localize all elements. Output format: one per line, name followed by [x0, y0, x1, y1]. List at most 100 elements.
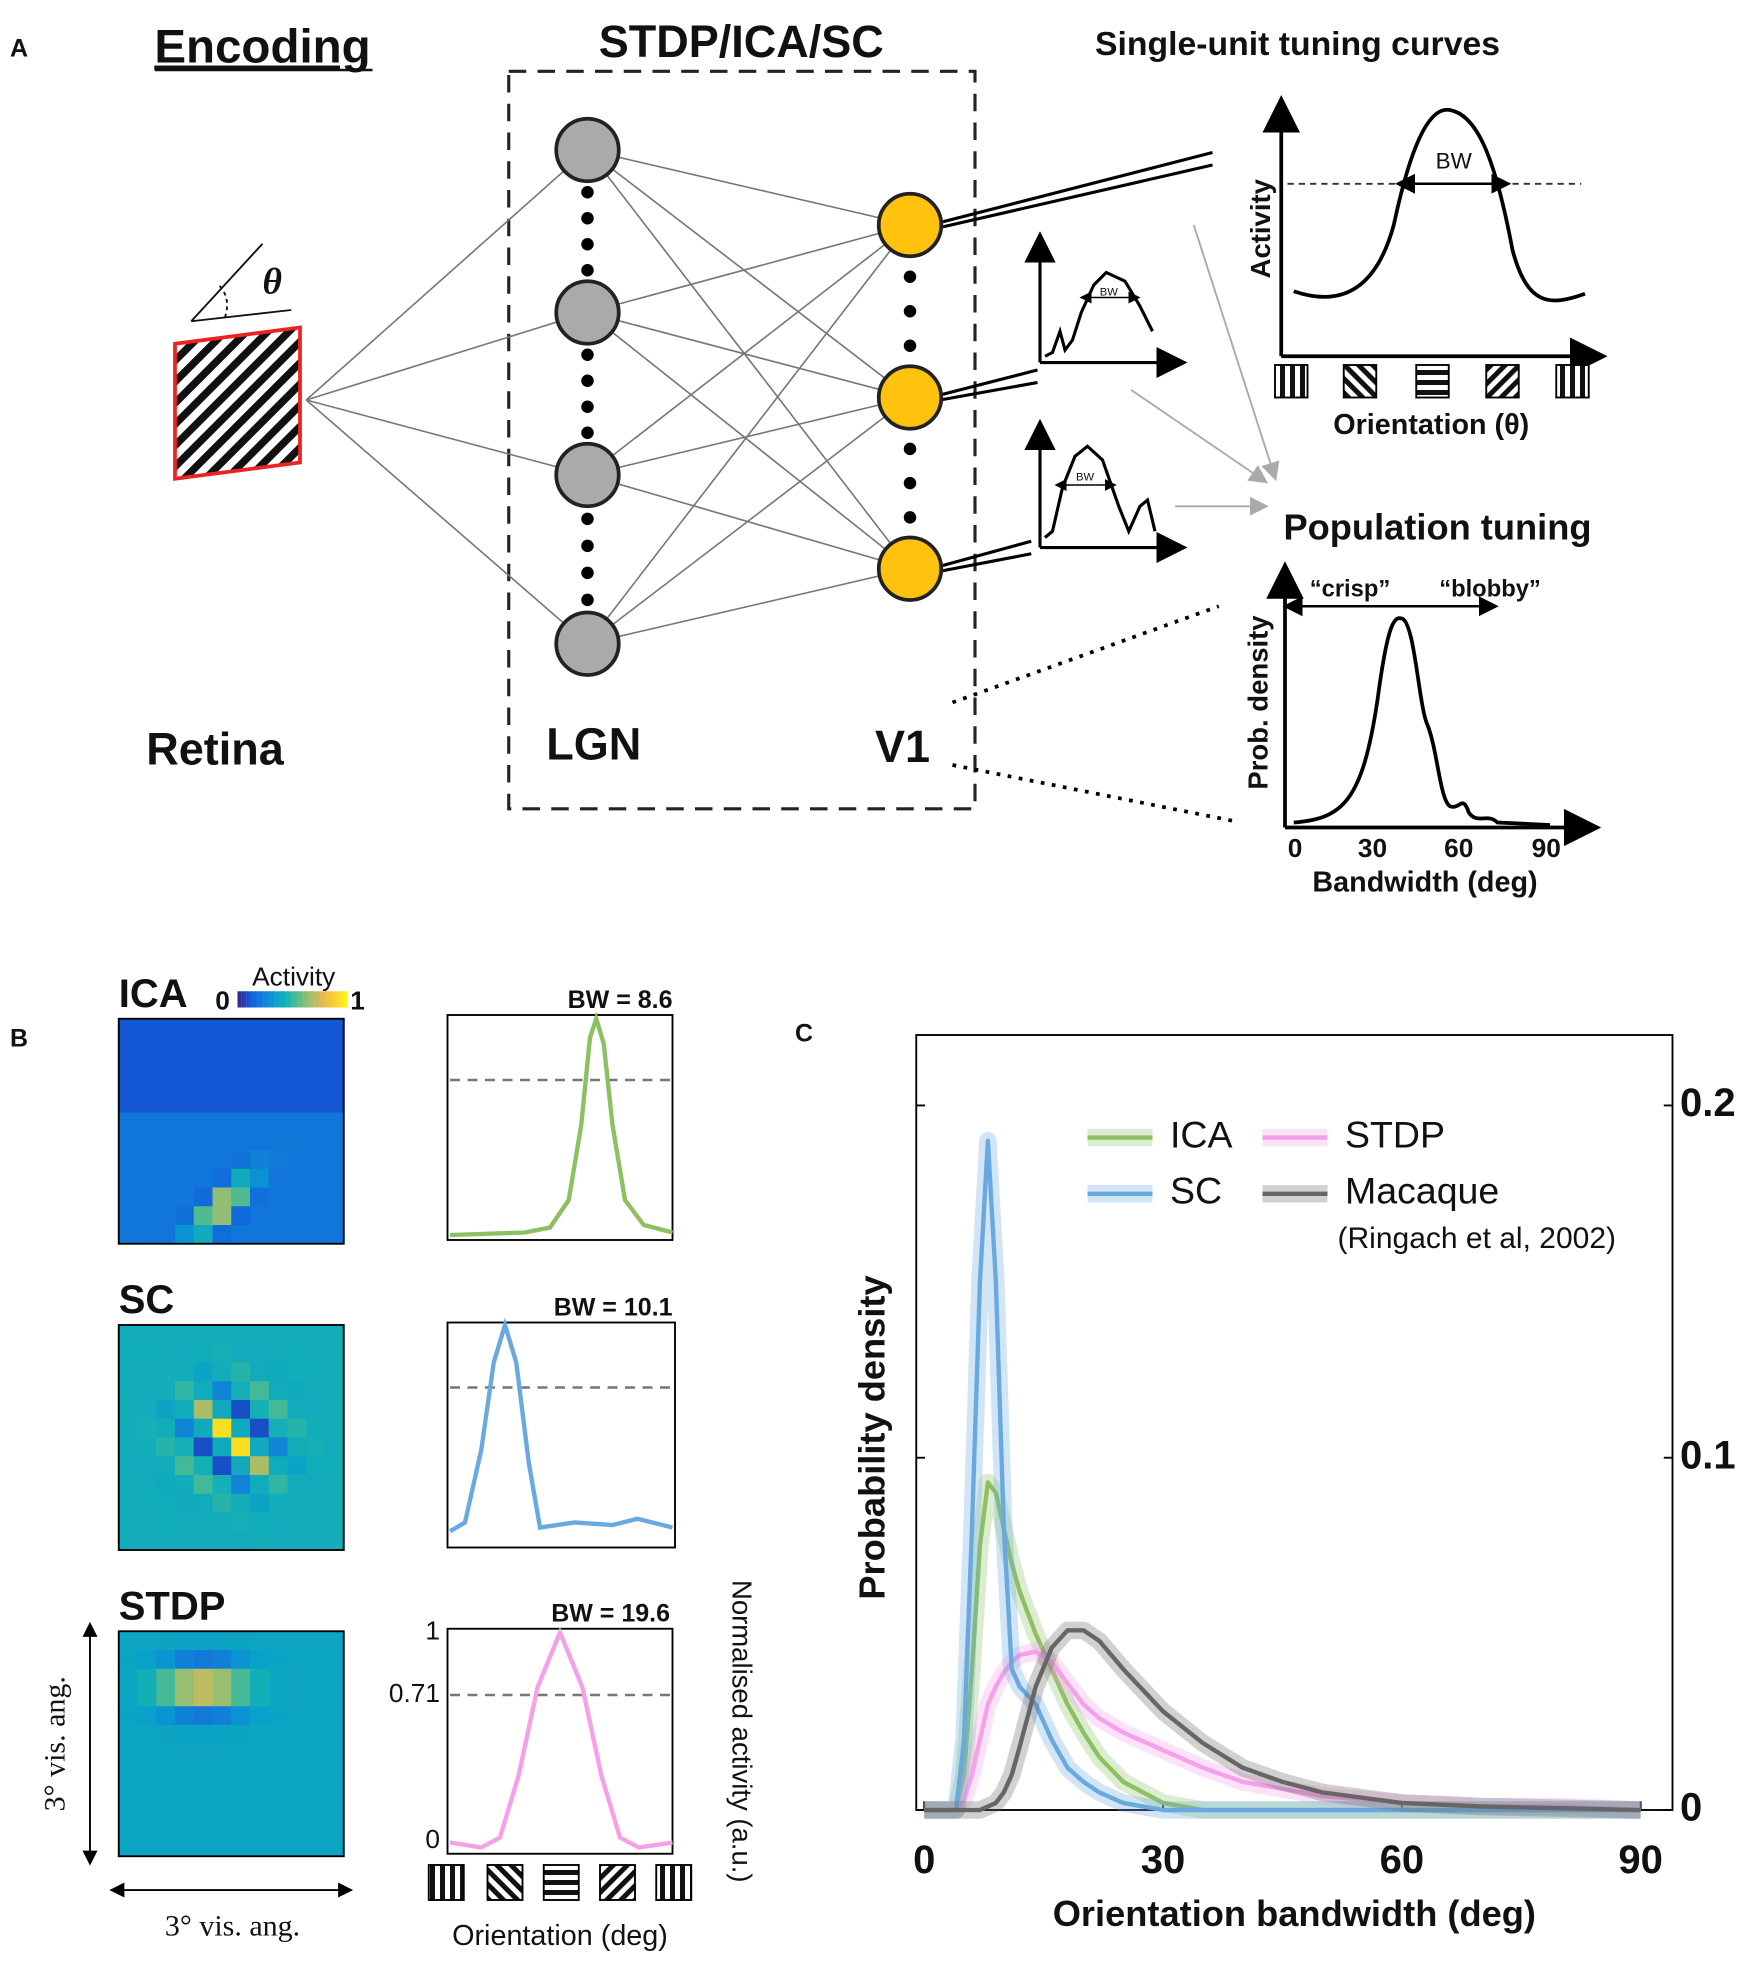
heatmap-cell — [306, 1018, 326, 1038]
heatmap-cell — [268, 1206, 288, 1226]
heatmap-cell — [250, 1093, 270, 1113]
heatmap-frame — [117, 1630, 345, 1858]
arrow — [1130, 389, 1269, 484]
colorbar-cell — [340, 991, 343, 1008]
heatmap-cell — [212, 1381, 232, 1401]
heatmap-cell — [137, 1075, 157, 1095]
heatmap-cell — [212, 1781, 232, 1801]
heatmap-cell — [175, 1381, 195, 1401]
heatmap-cell — [156, 1131, 176, 1151]
heatmap-cell — [250, 1493, 270, 1513]
tuning-curve — [448, 1317, 674, 1534]
colorbar-cell — [274, 991, 277, 1008]
heatmap-cell — [250, 1456, 270, 1476]
heatmap-cell — [306, 1762, 326, 1782]
colorbar-cell — [250, 991, 253, 1008]
heatmap-cell — [231, 1800, 251, 1820]
heatmap-cell — [231, 1325, 251, 1345]
heatmap-cell — [193, 1381, 213, 1401]
electrode — [939, 368, 1038, 397]
heatmap-cell — [306, 1687, 326, 1707]
heatmap-cell — [268, 1706, 288, 1726]
heatmap-cell — [137, 1706, 157, 1726]
stimulus — [173, 325, 302, 481]
colorbar-cell — [248, 991, 251, 1008]
heatmap-cell — [156, 1631, 176, 1651]
connection — [587, 396, 911, 645]
heatmap-cell — [212, 1131, 232, 1151]
heatmap-cell — [193, 1325, 213, 1345]
heatmap-cell — [156, 1493, 176, 1513]
dot — [581, 374, 594, 388]
heatmap-cell — [287, 1725, 307, 1745]
heatmap-cell — [212, 1631, 232, 1651]
heatmap-cell — [156, 1037, 176, 1057]
heatmap-cell — [325, 1206, 345, 1226]
theta: θ — [263, 262, 282, 303]
heatmap-cell — [306, 1781, 326, 1801]
tuning-box — [446, 1321, 676, 1549]
heatmap-cell — [137, 1400, 157, 1420]
v1-node — [876, 535, 944, 602]
heatmap-cell — [250, 1668, 270, 1688]
colorbar-cell — [331, 991, 334, 1008]
heatmap-cell — [287, 1706, 307, 1726]
inset-curve — [1043, 444, 1157, 539]
heatmap-cell — [137, 1381, 157, 1401]
heatmap-cell — [137, 1631, 157, 1651]
heatmap-cell — [287, 1493, 307, 1513]
heatmap-cell — [212, 1187, 232, 1207]
heatmap-cell — [268, 1018, 288, 1038]
heatmap-cell — [193, 1493, 213, 1513]
heatmap-cell — [268, 1362, 288, 1382]
heatmap-cell — [175, 1456, 195, 1476]
heatmap-cell — [306, 1512, 326, 1532]
heatmap-cell — [193, 1668, 213, 1688]
heatmap-cell — [287, 1381, 307, 1401]
heatmap-cell — [268, 1493, 288, 1513]
heatmap-cell — [118, 1475, 138, 1495]
axis-label: Prob. density — [1242, 615, 1273, 790]
heatmap-cell — [118, 1056, 138, 1076]
heatmap-cell — [231, 1650, 251, 1670]
colorbar-cell — [266, 991, 269, 1008]
heatmap-cell — [137, 1037, 157, 1057]
heatmap-cell — [175, 1037, 195, 1057]
orientation-glyph — [1555, 364, 1590, 399]
heatmap-cell — [193, 1781, 213, 1801]
heatmap-cell — [287, 1018, 307, 1038]
heatmap-cell — [287, 1093, 307, 1113]
heatmap-cell — [306, 1650, 326, 1670]
heatmap-cell — [212, 1075, 232, 1095]
heatmap-cell — [287, 1650, 307, 1670]
heatmap-cell — [231, 1743, 251, 1763]
heatmap-cell — [118, 1150, 138, 1170]
heatmap-cell — [193, 1168, 213, 1188]
heatmap-cell — [231, 1706, 251, 1726]
colorbar-cell — [312, 991, 315, 1008]
heatmap-cell — [175, 1018, 195, 1038]
heatmap-cell — [118, 1631, 138, 1651]
dotted-line — [951, 604, 1220, 705]
axis-label: Orientation (θ) — [1333, 409, 1529, 441]
heatmap-cell — [156, 1362, 176, 1382]
heatmap-cell — [306, 1531, 326, 1551]
dot — [903, 270, 917, 283]
heatmap-cell — [175, 1800, 195, 1820]
heatmap-cell — [137, 1800, 157, 1820]
heatmap-cell — [231, 1493, 251, 1513]
heatmap-cell — [156, 1418, 176, 1438]
colorbar-cell — [311, 991, 313, 1008]
orientation-glyph — [599, 1864, 636, 1901]
dot — [903, 476, 917, 490]
heatmap-cell — [250, 1762, 270, 1782]
heatmap-cell — [287, 1400, 307, 1420]
heatmap-cell — [137, 1206, 157, 1226]
angle-line — [190, 243, 264, 322]
heatmap-cell — [137, 1687, 157, 1707]
heatmap-cell — [231, 1225, 251, 1245]
heatmap-cell — [287, 1818, 307, 1838]
heatmap-cell — [250, 1325, 270, 1345]
heatmap-cell — [287, 1800, 307, 1820]
heatmap-cell — [175, 1325, 195, 1345]
